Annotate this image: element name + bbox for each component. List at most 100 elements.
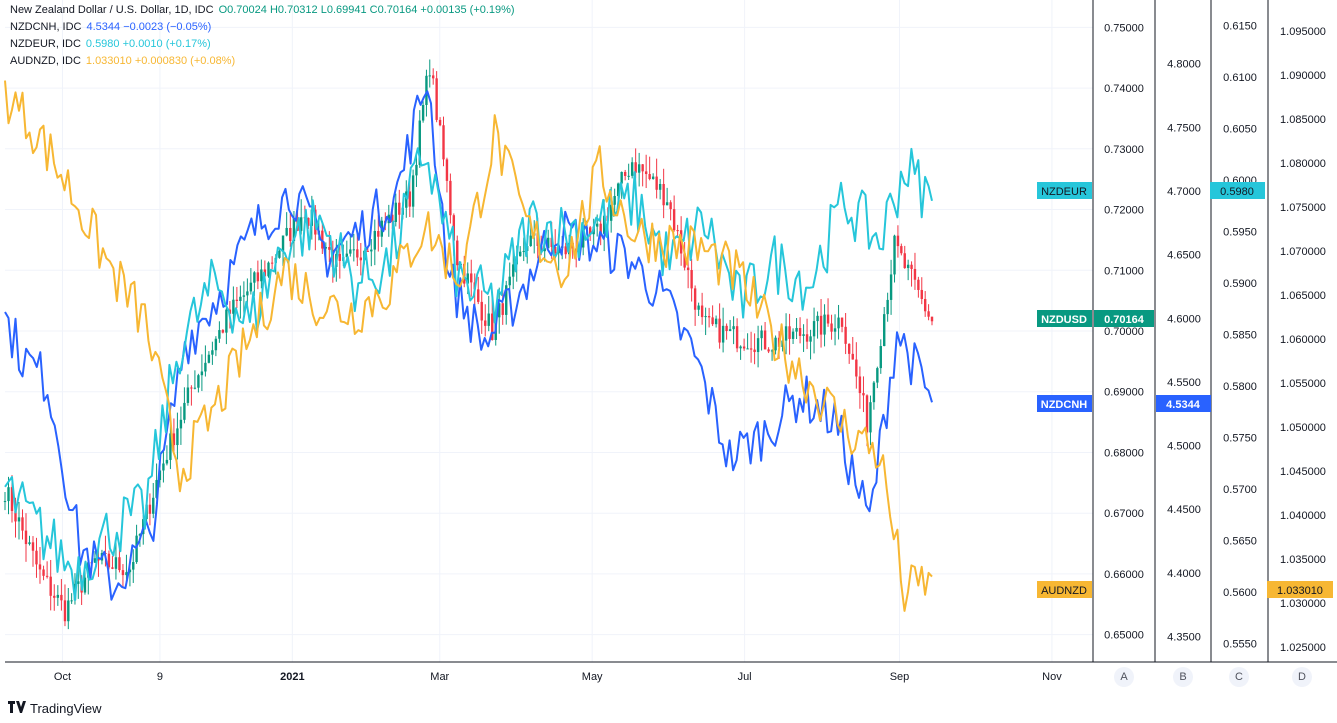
candle-body <box>669 202 672 210</box>
scale-a-tick-label: 0.69000 <box>1104 387 1144 399</box>
scale-d-tick-label: 1.085000 <box>1280 114 1326 126</box>
candle-body <box>70 600 73 602</box>
candle-body <box>466 273 469 284</box>
legend-row-nzdusd[interactable]: New Zealand Dollar / U.S. Dollar, 1D, ID… <box>10 2 515 19</box>
candle-body <box>718 318 721 343</box>
candle-body <box>725 325 728 331</box>
candle-body <box>498 303 501 318</box>
candle-body <box>609 204 613 221</box>
candle-body <box>477 289 480 302</box>
scale-d-tick-label: 1.050000 <box>1280 422 1326 434</box>
candle-body <box>616 183 620 196</box>
candle-body <box>425 75 428 105</box>
candle-body <box>627 175 630 177</box>
candle-body <box>285 227 288 236</box>
nzdusd-value: 0.70164 <box>1104 314 1145 326</box>
candle-body <box>879 346 882 369</box>
scale-c-tick-label: 0.5800 <box>1223 381 1257 393</box>
audnzd-tag-bg <box>1037 581 1092 598</box>
candle-body <box>910 264 913 269</box>
candle-body <box>767 349 770 352</box>
candle-body <box>352 249 356 251</box>
candle-body <box>214 338 218 351</box>
time-tick-label: May <box>582 671 603 683</box>
candle-body <box>686 267 690 271</box>
candle-body <box>398 202 401 215</box>
scale-d-tick-label: 1.090000 <box>1280 70 1326 82</box>
candle-body <box>169 433 172 460</box>
scale-a-tick-label: 0.68000 <box>1104 447 1144 459</box>
candle-body <box>165 459 169 464</box>
scale-b-tick-label: 4.6000 <box>1167 313 1201 325</box>
candle-body <box>17 517 21 522</box>
candle-body <box>21 517 24 531</box>
candle-body <box>292 218 296 242</box>
candle-body <box>253 272 256 283</box>
candle-body <box>704 316 707 318</box>
candle-body <box>38 564 42 570</box>
candle-body <box>491 313 494 340</box>
scale-d-tick-label: 1.080000 <box>1280 158 1326 170</box>
nzdeur-tag: NZDEUR <box>1041 186 1087 198</box>
grid-lines <box>5 0 1093 662</box>
candle-body <box>377 230 380 237</box>
scale-button-b[interactable]: B <box>1173 667 1193 687</box>
candle-body <box>512 264 515 277</box>
candle-body <box>763 330 767 350</box>
candle-body <box>869 402 872 433</box>
candle-body <box>87 562 90 578</box>
candle-body <box>190 387 193 389</box>
scale-c-tick-label: 0.5850 <box>1223 330 1257 342</box>
candle-body <box>121 570 125 576</box>
candle-body <box>366 250 370 252</box>
candle-body <box>851 353 854 360</box>
scale-c-tick-label: 0.5600 <box>1223 587 1257 599</box>
candle-body <box>543 248 546 252</box>
nzdcnh-value: 4.5344 <box>1166 399 1201 411</box>
nzdeur-value-bg <box>1210 182 1265 199</box>
candle-body <box>588 227 592 235</box>
candle-body <box>658 184 662 190</box>
candle-body <box>662 184 665 206</box>
candle-body <box>67 600 70 622</box>
candle-body <box>200 371 204 376</box>
candle-body <box>913 268 917 280</box>
candle-body <box>345 253 349 258</box>
time-tick-label: 2021 <box>280 671 304 683</box>
candle-body <box>620 171 623 184</box>
candle-body <box>411 175 415 207</box>
candle-body <box>840 317 844 327</box>
candle-body <box>529 235 532 247</box>
scale-button-d[interactable]: D <box>1292 667 1312 687</box>
candle-body <box>883 314 886 347</box>
candle-body <box>193 387 197 389</box>
time-tick-label: Nov <box>1042 671 1062 683</box>
candle-body <box>519 251 522 257</box>
scale-c-tick-label: 0.6050 <box>1223 124 1257 136</box>
nzdcnh-value-bg <box>1156 395 1211 412</box>
nzdcnh-tag-bg <box>1037 395 1092 412</box>
candle-body <box>111 567 114 569</box>
legend-row-audnzd[interactable]: AUDNZD, IDC 1.033010 +0.000830 (+0.08%) <box>10 53 515 70</box>
scale-button-a[interactable]: A <box>1114 667 1134 687</box>
scale-d-tick-label: 1.065000 <box>1280 290 1326 302</box>
legend-row-nzdcnh[interactable]: NZDCNH, IDC 4.5344 −0.0023 (−0.05%) <box>10 19 515 36</box>
legend-symbol: NZDEUR, IDC <box>10 38 81 50</box>
candle-body <box>28 542 31 545</box>
candle-body <box>923 298 927 312</box>
audnzd-value-bg <box>1267 581 1333 598</box>
scale-button-c[interactable]: C <box>1229 667 1249 687</box>
candle-body <box>784 326 788 341</box>
candle-body <box>132 562 135 570</box>
candle-body <box>281 235 285 251</box>
candle-body <box>599 223 602 234</box>
legend-values: 1.033010 +0.000830 (+0.08%) <box>85 55 236 67</box>
candle-body <box>449 180 452 216</box>
legend-row-nzdeur[interactable]: NZDEUR, IDC 0.5980 +0.0010 (+0.17%) <box>10 36 515 53</box>
nzdusd-tag: NZDUSD <box>1041 314 1087 326</box>
tradingview-brand[interactable]: TradingView <box>8 700 102 716</box>
candle-body <box>749 348 753 350</box>
scale-a-tick-label: 0.70000 <box>1104 326 1144 338</box>
candle-body <box>595 223 599 227</box>
